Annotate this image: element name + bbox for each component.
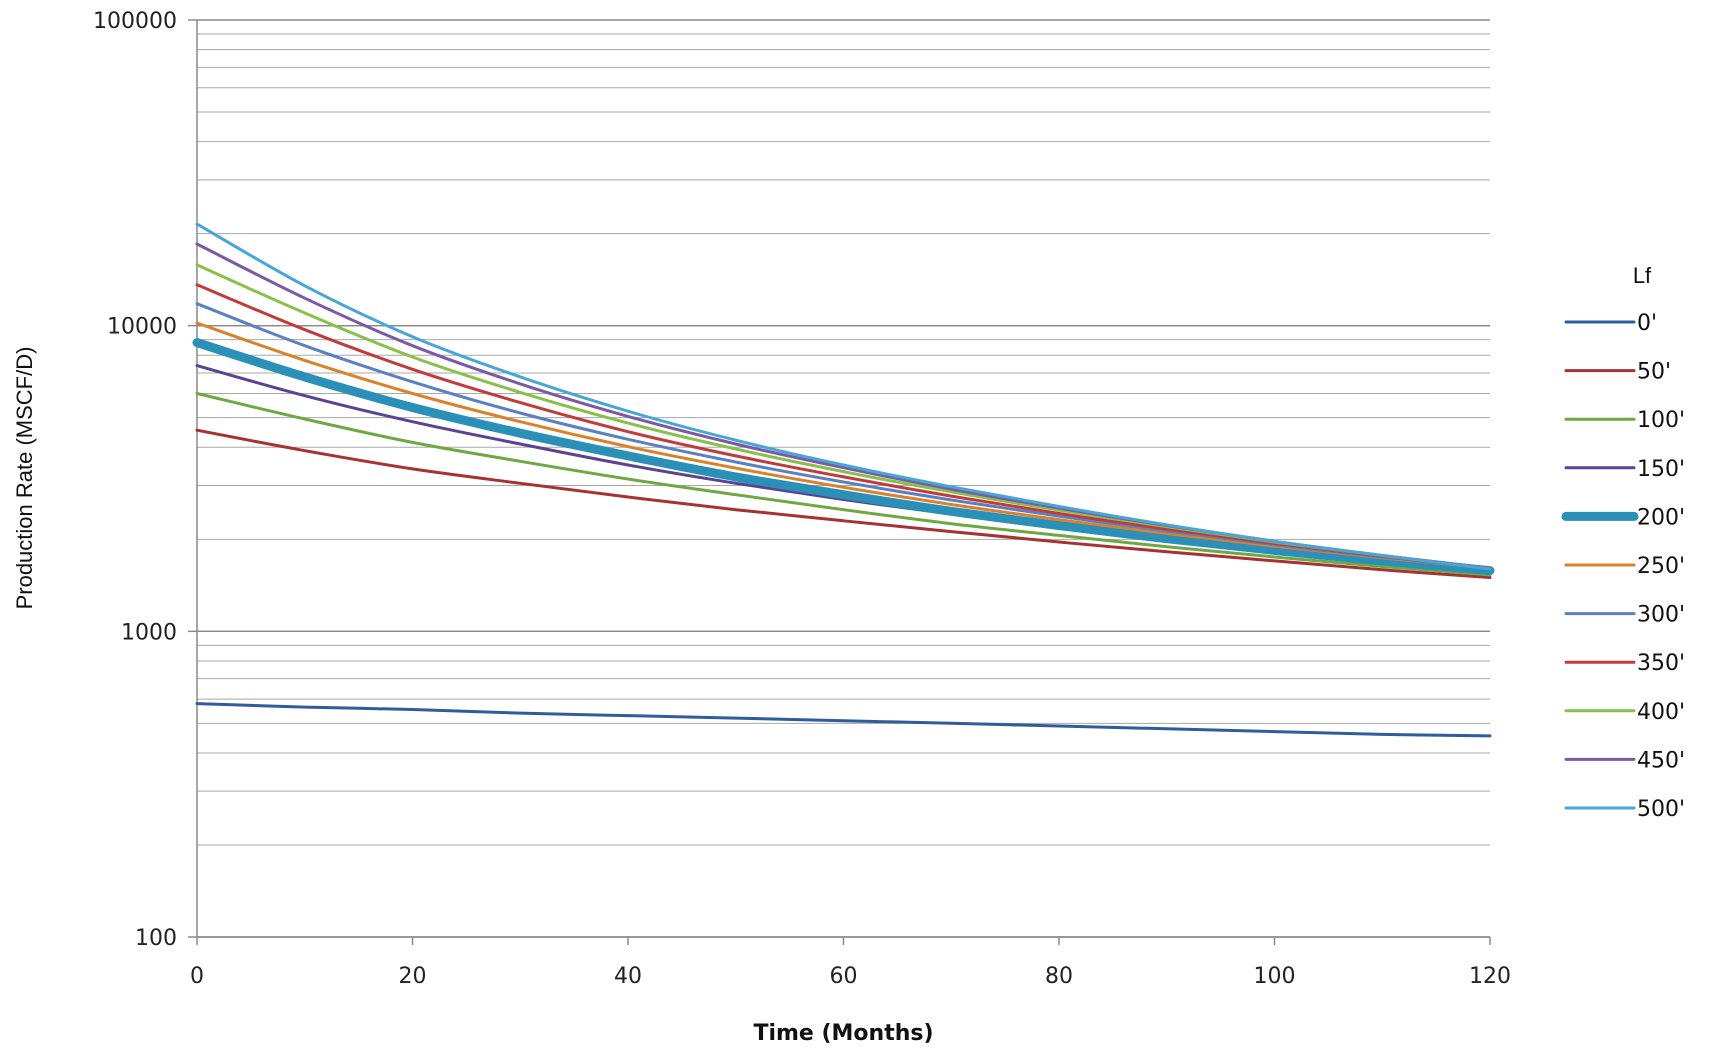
x-tick-label: 0 xyxy=(190,964,204,989)
legend-label: 200' xyxy=(1637,505,1685,530)
legend-label: 250' xyxy=(1637,554,1685,579)
y-tick-label: 1000 xyxy=(121,620,177,645)
y-axis-ticks: 100 1000 10000 100000 xyxy=(93,9,197,951)
legend-label: 350' xyxy=(1637,651,1685,676)
legend-label: 300' xyxy=(1637,603,1685,628)
series-line-0 xyxy=(195,702,1492,738)
x-tick-label: 80 xyxy=(1045,964,1073,989)
legend-label: 150' xyxy=(1637,457,1685,482)
y-tick-label: 100000 xyxy=(93,9,177,34)
gridlines xyxy=(197,19,1490,938)
y-tick-label: 100 xyxy=(135,926,177,951)
x-tick-label: 40 xyxy=(614,964,642,989)
legend-title: Lf xyxy=(1633,263,1652,288)
x-axis-ticks: 0 20 40 60 80 100 120 xyxy=(190,937,1511,989)
legend-items: 0' 50' 100' 150' 200' 250' 300' 350' 400' 450' 500… xyxy=(1561,311,1685,822)
x-tick-label: 20 xyxy=(399,964,427,989)
series-lines xyxy=(192,222,1495,738)
x-tick-label: 100 xyxy=(1254,964,1296,989)
legend-label: 100' xyxy=(1637,408,1685,433)
legend: Lf 0' 50' 100' 150' 200' 250' 300' 350' 400' 450'… xyxy=(1561,263,1685,822)
x-axis-title: Time (Months) xyxy=(753,1021,933,1046)
x-tick-label: 120 xyxy=(1469,964,1511,989)
series-line-4 xyxy=(192,338,1495,576)
y-tick-label: 10000 xyxy=(107,315,177,340)
series-line-2 xyxy=(195,392,1492,577)
series-line-1 xyxy=(195,428,1492,579)
series-line-6 xyxy=(195,302,1492,570)
legend-label: 400' xyxy=(1637,700,1685,725)
legend-label: 50' xyxy=(1637,360,1671,385)
x-tick-label: 60 xyxy=(830,964,858,989)
y-axis-title: Production Rate (MSCF/D) xyxy=(12,347,37,610)
axes xyxy=(196,20,1490,938)
series-line-10 xyxy=(195,222,1492,571)
legend-label: 500' xyxy=(1637,797,1685,822)
series-line-5 xyxy=(195,321,1492,570)
legend-label: 450' xyxy=(1637,748,1685,773)
legend-label: 0' xyxy=(1637,311,1657,336)
